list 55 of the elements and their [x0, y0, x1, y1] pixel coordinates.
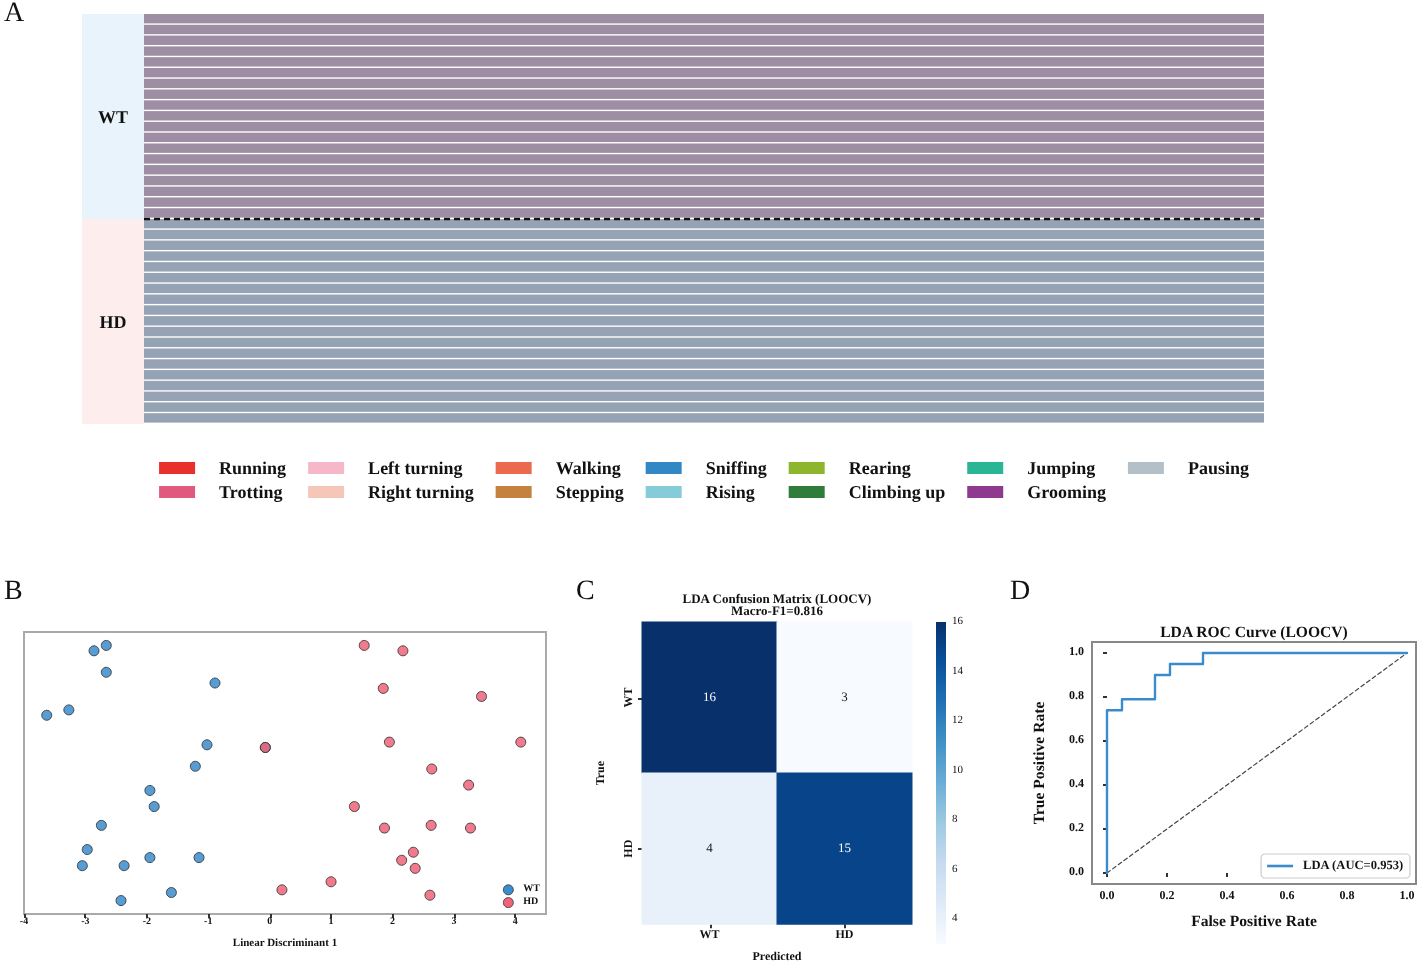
- point: [148, 801, 160, 813]
- category-label: Stepping: [555, 482, 625, 502]
- category-label: Rising: [705, 482, 756, 502]
- point: [476, 690, 488, 702]
- point: [424, 889, 436, 901]
- point: [76, 860, 88, 872]
- category-label: Running: [219, 458, 288, 478]
- point: [88, 645, 100, 657]
- category-label: Left turning: [368, 458, 464, 478]
- point: [383, 736, 395, 748]
- text: C: [576, 577, 595, 607]
- point: [407, 846, 419, 858]
- point: [41, 709, 53, 721]
- category-label: Sniffing: [705, 458, 768, 478]
- point: [276, 884, 288, 896]
- point: [397, 645, 409, 657]
- point: [115, 895, 127, 907]
- category-label: Trotting: [219, 482, 284, 502]
- point: [515, 736, 527, 748]
- point: [396, 854, 408, 866]
- point: [425, 819, 437, 831]
- point: [426, 763, 438, 775]
- point: [100, 666, 112, 678]
- point: [144, 852, 156, 864]
- category-label: Walking: [555, 458, 622, 478]
- point: [201, 739, 213, 751]
- category-label: HD: [99, 311, 127, 332]
- point: [377, 682, 389, 694]
- text: A: [4, 0, 26, 29]
- text: B: [4, 577, 23, 607]
- point: [379, 822, 390, 834]
- point: [189, 760, 201, 772]
- point: [144, 784, 156, 796]
- category-label: Rearing: [848, 458, 912, 478]
- point: [81, 844, 93, 856]
- category-label: Jumping: [1027, 458, 1097, 478]
- point: [100, 639, 112, 651]
- point: [325, 876, 337, 888]
- point: [95, 819, 107, 831]
- point: [348, 801, 360, 813]
- point: [118, 860, 130, 872]
- point: [209, 677, 221, 689]
- category-label: Right turning: [368, 482, 475, 502]
- point: [63, 704, 75, 716]
- category-label: WT: [97, 106, 129, 127]
- category-label: Pausing: [1187, 458, 1250, 478]
- point: [193, 852, 205, 864]
- category-label: Grooming: [1027, 482, 1107, 502]
- point: [165, 887, 177, 899]
- point: [358, 639, 370, 651]
- point: [409, 862, 421, 874]
- text: D: [1010, 577, 1031, 607]
- point: [463, 779, 475, 791]
- point: [464, 822, 476, 834]
- category-label: Climbing up: [848, 482, 946, 502]
